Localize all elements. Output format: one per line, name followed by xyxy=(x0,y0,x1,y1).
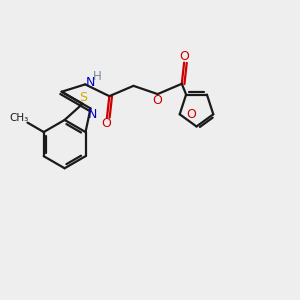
Text: O: O xyxy=(101,117,111,130)
Text: CH₃: CH₃ xyxy=(10,113,29,123)
Text: N: N xyxy=(86,76,95,89)
Text: O: O xyxy=(153,94,163,107)
Text: N: N xyxy=(87,108,97,122)
Text: S: S xyxy=(79,91,87,104)
Text: H: H xyxy=(93,70,102,83)
Text: O: O xyxy=(179,50,189,63)
Text: O: O xyxy=(186,108,196,121)
